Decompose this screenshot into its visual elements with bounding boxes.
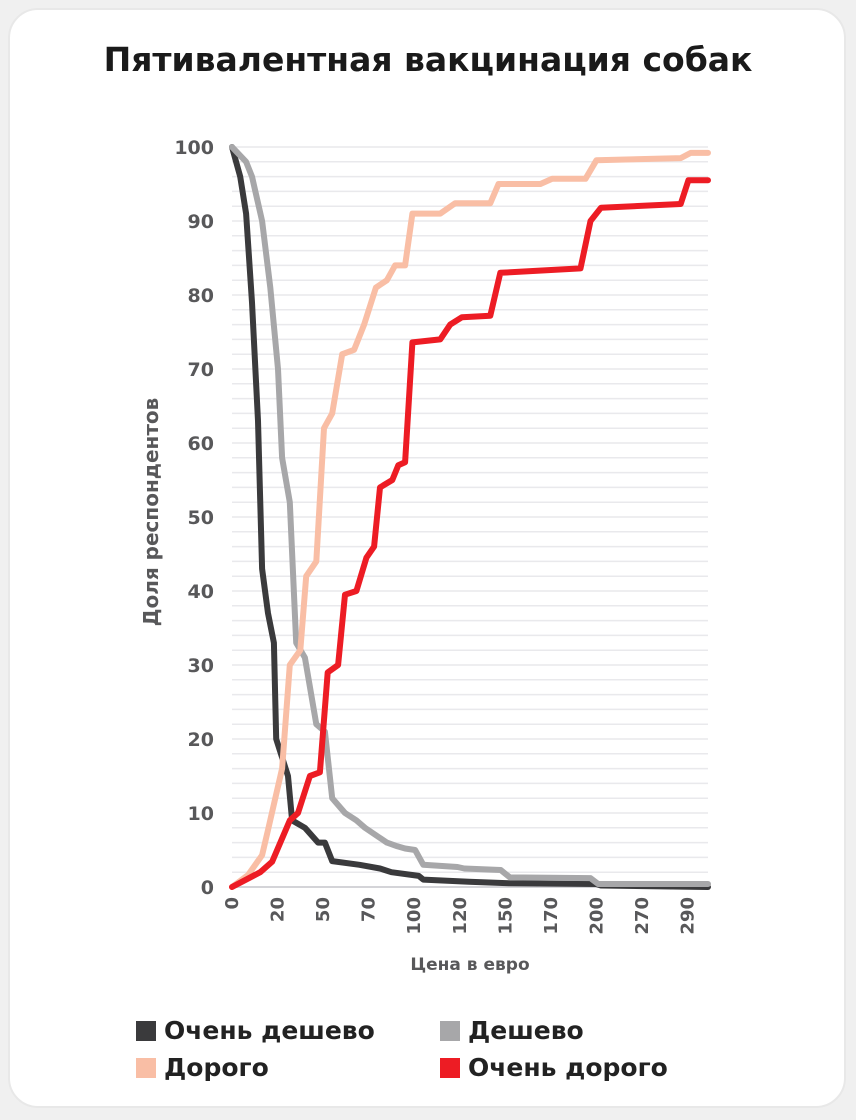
legend-label: Очень дешево bbox=[164, 1016, 375, 1045]
x-axis-label: Цена в евро bbox=[410, 955, 529, 975]
x-tick-label: 120 bbox=[450, 897, 471, 935]
legend-swatch bbox=[440, 1020, 460, 1041]
x-tick-label: 50 bbox=[313, 897, 334, 922]
series-line-very-cheap bbox=[229, 144, 711, 890]
x-tick-label: 270 bbox=[632, 897, 653, 935]
y-tick-label: 0 bbox=[201, 877, 214, 899]
y-tick-label: 100 bbox=[174, 137, 214, 159]
x-tick-label: 100 bbox=[404, 897, 425, 935]
y-tick-label: 40 bbox=[188, 581, 214, 603]
series-line-cheap bbox=[229, 144, 711, 887]
x-tick-label: 170 bbox=[541, 897, 562, 935]
y-tick-label: 80 bbox=[188, 285, 214, 307]
legend-swatch bbox=[136, 1020, 156, 1041]
legend-item-very-cheap: Очень дешево bbox=[136, 1016, 375, 1045]
legend-item-cheap: Дешево bbox=[440, 1016, 584, 1045]
x-tick-label: 70 bbox=[359, 897, 380, 922]
y-tick-label: 90 bbox=[188, 211, 214, 233]
y-tick-label: 70 bbox=[188, 359, 214, 381]
x-tick-label: 290 bbox=[678, 897, 699, 935]
x-tick-label: 20 bbox=[268, 897, 289, 922]
legend-swatch bbox=[136, 1057, 156, 1078]
legend-item-very-expensive: Очень дорого bbox=[440, 1053, 668, 1082]
x-tick-label: 150 bbox=[495, 897, 516, 935]
y-tick-label: 60 bbox=[188, 433, 214, 455]
x-tick-label: 200 bbox=[586, 897, 607, 935]
y-tick-label: 30 bbox=[188, 655, 214, 677]
y-tick-label: 20 bbox=[188, 729, 214, 751]
chart-title: Пятивалентная вакцинация собак bbox=[103, 40, 753, 79]
legend-swatch bbox=[440, 1057, 460, 1078]
y-tick-label: 10 bbox=[188, 803, 214, 825]
series-line-expensive bbox=[229, 149, 711, 890]
legend-label: Дешево bbox=[468, 1016, 584, 1045]
legend-item-expensive: Дорого bbox=[136, 1053, 269, 1082]
legend-label: Дорого bbox=[164, 1053, 269, 1082]
series-line-very-expensive bbox=[229, 177, 711, 890]
x-tick-label: 0 bbox=[222, 897, 243, 910]
y-tick-label: 50 bbox=[188, 507, 214, 529]
legend-label: Очень дорого bbox=[468, 1053, 668, 1082]
y-axis-label: Доля респондентов bbox=[139, 398, 163, 627]
